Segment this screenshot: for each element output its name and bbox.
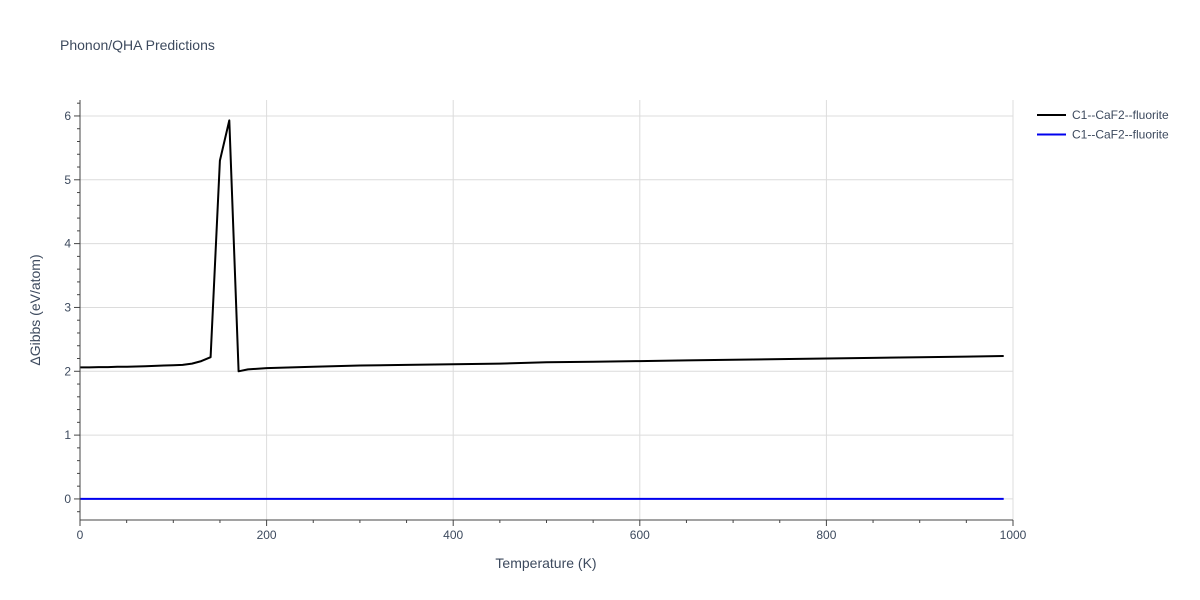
- x-tick-label-5: 1000: [1000, 528, 1027, 542]
- y-tick-label-0: 0: [64, 492, 71, 506]
- chart-title: Phonon/QHA Predictions: [60, 37, 215, 53]
- legend-item-0[interactable]: C1--CaF2--fluorite: [1037, 108, 1169, 122]
- x-tick-label-0: 0: [77, 528, 84, 542]
- series-layer: [80, 119, 1004, 500]
- legend[interactable]: C1--CaF2--fluorite C1--CaF2--fluorite: [1037, 108, 1169, 142]
- x-tick-label-4: 800: [816, 528, 836, 542]
- y-tick-label-5: 5: [64, 173, 71, 187]
- axes: 0 200 400 600 800 1000 0 1 2 3 4 5 6: [64, 100, 1027, 542]
- legend-label-0: C1--CaF2--fluorite: [1072, 108, 1169, 122]
- x-tick-label-1: 200: [257, 528, 277, 542]
- y-tick-label-2: 2: [64, 364, 71, 378]
- y-tick-label-3: 3: [64, 300, 71, 314]
- y-tick-label-4: 4: [64, 237, 71, 251]
- y-tick-label-6: 6: [64, 109, 71, 123]
- y-axis-label: ΔGibbs (eV/atom): [27, 254, 43, 365]
- series-line-0: [80, 119, 1004, 373]
- x-axis-label: Temperature (K): [495, 555, 596, 571]
- legend-item-1[interactable]: C1--CaF2--fluorite: [1037, 128, 1169, 142]
- legend-label-1: C1--CaF2--fluorite: [1072, 128, 1169, 142]
- x-tick-label-3: 600: [630, 528, 650, 542]
- x-tick-label-2: 400: [443, 528, 463, 542]
- y-tick-label-1: 1: [64, 428, 71, 442]
